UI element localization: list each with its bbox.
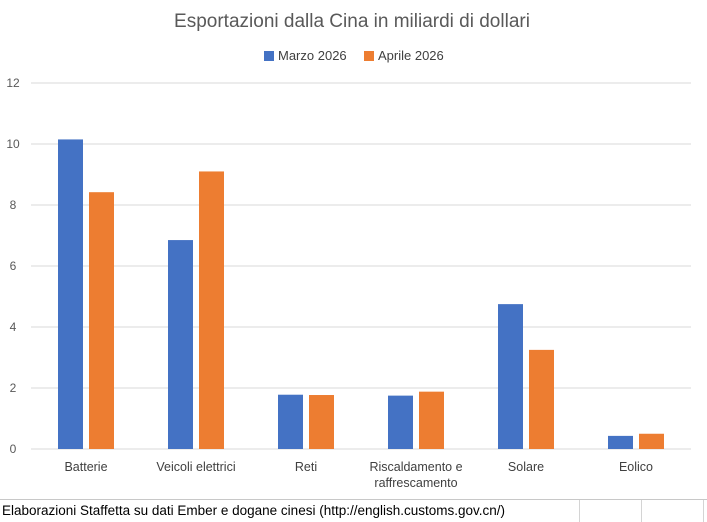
y-tick-label: 2 — [10, 381, 17, 395]
bar-series1 — [608, 435, 633, 449]
cell-divider — [703, 500, 704, 522]
legend: Marzo 2026 Aprile 2026 — [264, 48, 444, 63]
chart: Esportazioni dalla Cina in miliardi di d… — [6, 11, 691, 490]
bar-series1 — [498, 304, 523, 449]
bar-series2 — [89, 192, 114, 449]
y-tick-label: 10 — [6, 137, 20, 151]
legend-label: Marzo 2026 — [278, 48, 347, 63]
bar-series2 — [199, 171, 224, 449]
legend-swatch — [264, 51, 274, 61]
gridlines — [31, 82, 691, 450]
x-category-label: Veicoli elettrici — [156, 460, 235, 474]
bar-series2 — [419, 391, 444, 449]
y-tick-label: 4 — [10, 320, 17, 334]
x-axis-labels: Batterie Veicoli elettrici Reti Riscaldamen… — [64, 460, 653, 490]
bar-series2 — [529, 349, 554, 449]
x-category-label: raffrescamento — [374, 476, 457, 490]
bars — [58, 139, 664, 450]
x-category-label: Reti — [295, 460, 317, 474]
bar-series2 — [309, 395, 334, 449]
legend-label: Aprile 2026 — [378, 48, 444, 63]
bar-series1 — [58, 139, 83, 450]
bar-series2 — [639, 433, 664, 449]
x-category-label: Solare — [508, 460, 544, 474]
x-category-label: Riscaldamento e — [369, 460, 462, 474]
cell-divider — [579, 500, 580, 522]
x-category-label: Eolico — [619, 460, 653, 474]
chart-title: Esportazioni dalla Cina in miliardi di d… — [174, 11, 530, 32]
cell-divider — [641, 500, 642, 522]
y-tick-label: 0 — [10, 442, 17, 456]
bar-series1 — [388, 395, 413, 449]
legend-swatch — [364, 51, 374, 61]
bar-series1 — [278, 394, 303, 449]
x-category-label: Batterie — [64, 460, 107, 474]
source-note: Elaborazioni Staffetta su dati Ember e d… — [2, 503, 506, 518]
y-tick-label: 8 — [10, 198, 17, 212]
y-tick-label: 12 — [6, 76, 20, 90]
y-tick-label: 6 — [10, 259, 17, 273]
bar-series1 — [168, 240, 193, 449]
y-axis-ticks: 0 2 4 6 8 10 12 — [6, 76, 20, 456]
source-row: Elaborazioni Staffetta su dati Ember e d… — [0, 499, 707, 522]
